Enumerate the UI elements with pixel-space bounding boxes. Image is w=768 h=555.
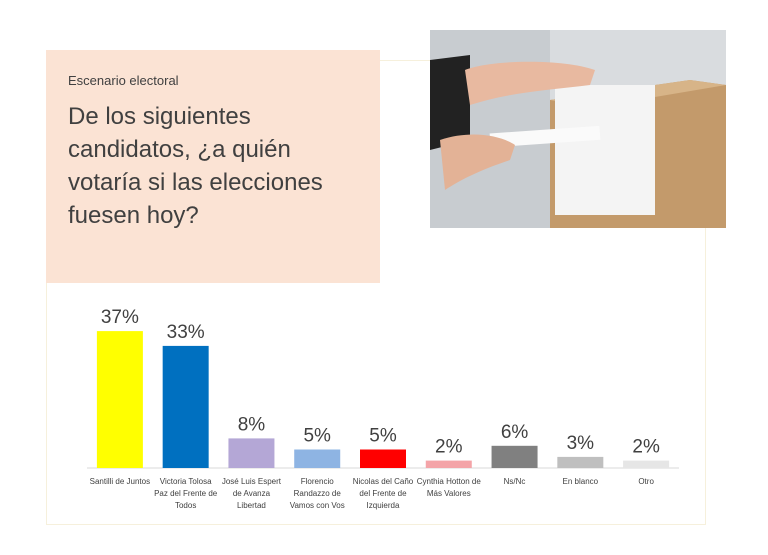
bar xyxy=(96,331,143,468)
value-label: 5% xyxy=(303,426,331,447)
title-card xyxy=(46,50,380,283)
bar xyxy=(228,438,275,468)
x-tick-label: Ns/Nc xyxy=(503,477,526,486)
x-tick-label: Cynthia Hotton de Más Valores xyxy=(416,477,481,498)
photo xyxy=(430,30,726,228)
bar xyxy=(425,460,472,468)
x-tick-label: Nicolas del Caño del Frente de Izquierda xyxy=(352,477,414,510)
bar xyxy=(162,345,209,468)
value-label: 37% xyxy=(101,307,139,328)
hand xyxy=(440,134,515,190)
envelope xyxy=(489,125,601,148)
x-tick-label: Santilli de Juntos xyxy=(89,477,151,486)
x-tick-label: En blanco xyxy=(562,477,599,486)
value-label: 2% xyxy=(435,437,463,458)
x-tick-label: Victoria Tolosa Paz del Frente de Todos xyxy=(154,477,218,510)
value-label: 8% xyxy=(238,414,266,435)
value-label: 3% xyxy=(567,433,595,454)
kicker: Escenario electoral xyxy=(68,73,179,88)
ballot xyxy=(555,85,655,215)
x-tick-label: José Luis Espert de Avanza Libertad xyxy=(221,477,281,510)
sleeve xyxy=(430,55,470,150)
x-tick-label: Otro xyxy=(638,477,654,486)
value-label: 6% xyxy=(501,422,529,443)
value-label: 5% xyxy=(369,426,397,447)
x-tick-label: Florencio Randazzo de Vamos con Vos xyxy=(289,477,345,510)
bar xyxy=(623,460,670,468)
bar xyxy=(491,445,538,468)
title: De los siguientes candidatos, ¿a quién v… xyxy=(68,103,323,229)
bar xyxy=(294,449,341,468)
bar xyxy=(557,456,604,468)
hand xyxy=(465,61,595,105)
value-label: 2% xyxy=(632,437,660,458)
value-label: 33% xyxy=(167,322,205,343)
bar xyxy=(360,449,406,468)
